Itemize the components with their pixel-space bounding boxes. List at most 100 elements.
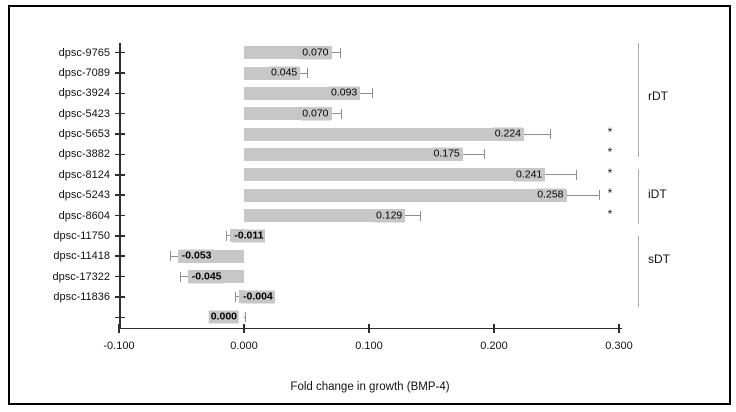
value-label: 0.224 [492, 127, 523, 141]
error-cap [234, 291, 236, 302]
category-label: dpsc-11418 [53, 250, 110, 263]
group-label: iDT [648, 187, 667, 201]
y-tick [115, 51, 125, 54]
category-label: dpsc-5243 [58, 189, 110, 202]
error-whisker [331, 113, 342, 115]
error-whisker [331, 52, 341, 54]
error-whisker [545, 174, 577, 176]
y-tick [115, 235, 125, 237]
x-tick [618, 323, 620, 333]
value-label: 0.000 [208, 310, 239, 324]
significance-asterisk: * [607, 165, 613, 180]
category-label: dpsc-9765 [58, 46, 110, 59]
category-label: dpsc-3924 [58, 87, 110, 100]
x-axis [119, 327, 622, 329]
category-label: dpsc-5653 [58, 128, 110, 141]
group-label: sDT [648, 252, 670, 266]
value-label: 0.129 [373, 209, 405, 223]
error-cap [226, 230, 227, 241]
category-label: dpsc-8604 [58, 209, 110, 222]
error-whisker [235, 296, 239, 298]
bar [244, 209, 406, 223]
error-whisker [462, 153, 484, 155]
y-tick [115, 214, 125, 217]
bar [244, 127, 524, 141]
y-tick [115, 112, 125, 115]
category-label: dpsc-11750 [53, 229, 110, 242]
value-label: 0.093 [328, 86, 360, 100]
error-cap [598, 190, 600, 201]
value-label: 0.070 [300, 46, 331, 60]
value-label: 0.070 [300, 107, 331, 121]
value-label: 0.258 [535, 188, 566, 202]
y-tick [115, 174, 125, 176]
group-label: rDT [648, 89, 668, 103]
error-whisker [180, 276, 188, 278]
error-whisker [226, 235, 231, 237]
y-tick [115, 92, 125, 95]
significance-asterisk: * [607, 125, 613, 140]
value-label: -0.045 [189, 270, 224, 284]
group-bracket [637, 236, 639, 307]
error-cap [307, 68, 309, 79]
error-whisker [244, 316, 246, 318]
category-label: dpsc-17322 [52, 270, 111, 283]
error-whisker [300, 72, 308, 74]
error-cap [549, 129, 551, 140]
x-tick-label: -0.100 [103, 340, 135, 352]
x-axis-title: Fold change in growth (BMP-4) [290, 381, 450, 393]
category-label: dpsc-3882 [58, 148, 110, 161]
y-tick [115, 133, 125, 135]
x-tick [243, 323, 245, 333]
significance-asterisk: * [607, 145, 613, 160]
group-bracket [637, 169, 639, 224]
error-cap [169, 251, 171, 262]
value-label: -0.053 [179, 249, 214, 263]
error-cap [244, 312, 246, 323]
error-cap [341, 108, 342, 119]
x-tick [493, 323, 495, 333]
error-whisker [405, 215, 421, 217]
figure-frame [8, 5, 731, 405]
error-cap [483, 149, 485, 160]
y-tick [115, 194, 125, 196]
error-whisker [360, 92, 373, 94]
bar [244, 188, 567, 202]
x-tick [118, 323, 120, 333]
error-cap [339, 47, 341, 58]
significance-asterisk: * [607, 206, 613, 221]
category-label: dpsc-7089 [58, 67, 110, 80]
bar [244, 147, 463, 161]
error-cap [179, 271, 181, 282]
significance-asterisk: * [607, 186, 613, 201]
error-cap [576, 169, 577, 180]
y-axis [119, 42, 121, 328]
y-tick [115, 255, 125, 257]
y-tick [115, 153, 125, 156]
y-tick [115, 275, 125, 278]
category-label: dpsc-11836 [53, 290, 110, 303]
x-tick-label: 0.100 [355, 340, 383, 352]
y-tick [115, 316, 125, 319]
x-tick-label: 0.300 [605, 340, 633, 352]
y-tick [115, 296, 125, 298]
value-label: 0.175 [431, 147, 462, 161]
error-cap [372, 88, 374, 99]
bar [244, 168, 546, 182]
value-label: 0.045 [268, 66, 300, 80]
error-whisker [170, 255, 178, 257]
error-cap [419, 210, 421, 221]
value-label: -0.004 [241, 290, 275, 304]
x-tick-label: 0.000 [230, 340, 258, 352]
category-label: dpsc-8124 [58, 168, 110, 181]
error-whisker [524, 133, 551, 135]
y-tick [115, 72, 125, 74]
x-tick [368, 323, 370, 333]
value-label: 0.241 [513, 168, 545, 182]
error-whisker [566, 194, 599, 196]
category-label: dpsc-5423 [58, 107, 110, 120]
value-label: -0.011 [232, 229, 266, 243]
x-tick-label: 0.200 [480, 340, 508, 352]
group-bracket [637, 42, 639, 157]
